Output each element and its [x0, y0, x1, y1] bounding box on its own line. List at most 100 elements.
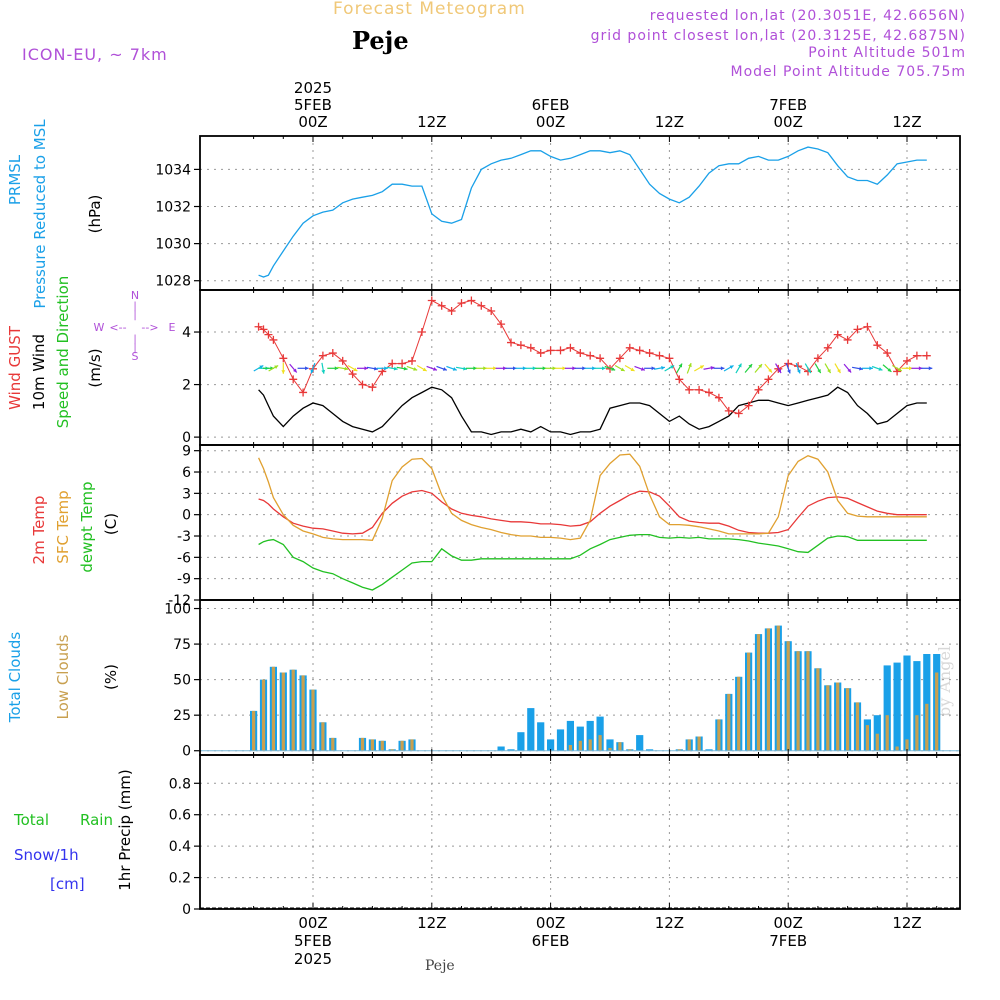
gust-marker — [254, 322, 263, 331]
gust-marker — [328, 349, 337, 358]
y-tick-label: 4 — [182, 325, 191, 341]
low-cloud-bar — [588, 739, 592, 751]
low-cloud-bar — [776, 625, 780, 751]
gust-marker — [903, 356, 911, 365]
y-tick-label: -3 — [177, 529, 191, 545]
gust-marker — [427, 296, 436, 305]
compass-vbar-top2: | — [133, 310, 136, 321]
total-cloud-bar — [576, 726, 584, 751]
pressure-label-desc: Pressure Reduced to MSL — [31, 119, 49, 309]
bottom-axis-year: 2025 — [294, 950, 332, 968]
compass-n: N — [131, 289, 139, 302]
total-cloud-bar — [646, 749, 654, 751]
gust-marker — [467, 296, 476, 305]
precip-rain-label: Rain — [80, 811, 113, 829]
total-cloud-bar — [547, 739, 555, 751]
gust-marker — [516, 341, 525, 350]
wind-arrow-head — [562, 366, 566, 371]
low-cloud-bar — [836, 682, 840, 751]
wind-arrow-head — [729, 365, 734, 369]
total-cloud-bar — [636, 735, 644, 751]
gust-marker — [264, 330, 273, 339]
y-tick-label: 50 — [173, 673, 191, 689]
y-tick-label: -12 — [168, 593, 191, 609]
wind-arrow-head — [897, 367, 902, 372]
wind-arrow-head — [321, 369, 326, 374]
gust-marker — [318, 351, 327, 360]
wind-arrow-head — [305, 366, 309, 371]
wind-speed-line — [258, 386, 927, 436]
y-tick-label: 25 — [173, 708, 191, 724]
pressure-label-prmsl: PRMSL — [6, 154, 24, 205]
gust-marker — [912, 351, 921, 360]
y-tick-label: 0 — [182, 430, 191, 446]
precip-total-label: Total — [13, 811, 49, 829]
gust-marker — [922, 351, 931, 360]
low-cloud-bar — [806, 651, 810, 751]
gust-marker — [615, 354, 624, 363]
wind-arrow-head — [787, 369, 791, 374]
total-cloud-bar — [873, 715, 881, 751]
low-clouds-label: Low Clouds — [54, 634, 72, 719]
top-axis-date: 6FEB — [532, 96, 570, 114]
total-cloud-bar — [893, 662, 901, 751]
low-cloud-bar — [875, 733, 879, 751]
pressure-unit-label: (hPa) — [86, 195, 104, 234]
wind-arrow-head — [274, 365, 279, 369]
low-cloud-bar — [291, 669, 295, 751]
panel-frame — [199, 135, 961, 291]
wind-arrow-head — [688, 363, 692, 368]
low-cloud-bar — [747, 652, 751, 751]
gust-marker — [883, 349, 892, 358]
clouds-unit-label: (%) — [102, 664, 120, 690]
compass-w: W — [94, 321, 105, 334]
gust-marker — [685, 385, 694, 394]
gust-marker — [873, 341, 882, 350]
wind-arrow-head — [542, 366, 547, 371]
wind-arrow-head — [403, 366, 408, 371]
wind-arrow-head — [493, 366, 497, 371]
low-cloud-bar — [370, 739, 374, 751]
gust-marker — [289, 375, 298, 384]
compass-e: E — [169, 321, 176, 334]
total-cloud-bar — [517, 732, 525, 751]
low-cloud-bar — [925, 703, 929, 751]
total-cloud-bar — [606, 739, 614, 751]
wind-unit-label: (m/s) — [86, 348, 104, 387]
gust-marker — [724, 406, 733, 415]
gust-marker — [259, 325, 268, 334]
sfc-temp-label: SFC Temp — [54, 490, 72, 563]
gust-marker — [843, 335, 852, 344]
wind-arrow-head — [452, 367, 457, 371]
wind-arrow-head — [364, 366, 368, 371]
y-tick-label: 1030 — [155, 237, 191, 253]
top-axis-year: 2025 — [294, 79, 332, 97]
wind-arrow-head — [413, 367, 418, 371]
low-cloud-bar — [935, 672, 939, 751]
panel-grid-5 — [200, 755, 960, 909]
low-cloud-bar — [865, 725, 869, 751]
low-cloud-bar — [816, 668, 820, 751]
panel-grid-1 — [200, 136, 960, 290]
low-cloud-bar — [301, 675, 305, 751]
compass-vbar-bottom2: | — [133, 343, 136, 354]
total-cloud-bar — [566, 720, 574, 751]
gust-marker — [754, 385, 763, 394]
gust-marker — [279, 354, 288, 363]
wind-arrow-head — [630, 367, 635, 372]
low-cloud-bar — [311, 689, 315, 751]
y-tick-label: -6 — [177, 550, 191, 566]
wind-arrow-head — [859, 366, 863, 371]
total-cloud-bar — [537, 722, 545, 751]
wind-arrow-head — [422, 367, 427, 372]
y-tick-label: 0.6 — [169, 808, 191, 824]
wind-arrow-head — [918, 366, 923, 371]
bottom-axis-tick-label: 00Z — [536, 914, 565, 932]
top-axis-date: 5FEB — [294, 96, 332, 114]
low-cloud-bar — [252, 710, 256, 751]
wind-arrow-head — [748, 364, 753, 368]
y-tick-label: 0.8 — [169, 776, 191, 792]
dewpt-temp-line — [258, 533, 927, 591]
wind-arrow-head — [334, 366, 339, 371]
wind-arrow-head — [827, 369, 831, 374]
